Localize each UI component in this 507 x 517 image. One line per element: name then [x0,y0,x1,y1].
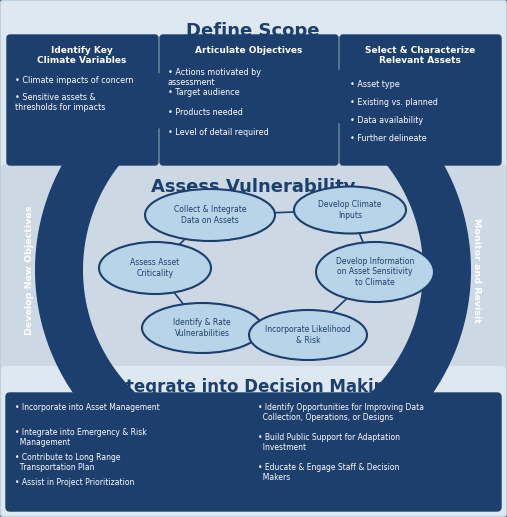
Text: • Educate & Engage Staff & Decision
  Makers: • Educate & Engage Staff & Decision Make… [258,463,400,482]
Text: Develop New Objectives: Develop New Objectives [25,205,34,334]
Polygon shape [198,64,224,99]
Text: • Further delineate: • Further delineate [350,134,426,143]
Ellipse shape [145,189,275,241]
FancyBboxPatch shape [340,35,501,165]
FancyBboxPatch shape [1,1,506,174]
Polygon shape [282,59,471,485]
Text: • Sensitive assets &
thresholds for impacts: • Sensitive assets & thresholds for impa… [15,93,105,112]
Ellipse shape [142,303,262,353]
Text: Develop Climate
Inputs: Develop Climate Inputs [318,200,382,220]
Text: • Incorporate into Asset Management: • Incorporate into Asset Management [15,403,160,412]
Text: • Asset type: • Asset type [350,80,400,89]
Text: • Integrate into Emergency & Risk
  Management: • Integrate into Emergency & Risk Manage… [15,428,147,447]
Text: Collect & Integrate
Data on Assets: Collect & Integrate Data on Assets [174,205,246,225]
Text: Identify Key
Climate Variables: Identify Key Climate Variables [38,46,127,65]
Text: • Target audience: • Target audience [168,88,240,97]
Text: Select & Characterize
Relevant Assets: Select & Characterize Relevant Assets [365,46,475,65]
Text: Monitor and Revisit: Monitor and Revisit [472,218,481,323]
Text: • Existing vs. planned: • Existing vs. planned [350,98,438,107]
Text: • Identify Opportunities for Improving Data
  Collection, Operations, or Designs: • Identify Opportunities for Improving D… [258,403,424,422]
Ellipse shape [294,187,406,234]
Text: • Climate impacts of concern: • Climate impacts of concern [15,76,133,85]
Ellipse shape [249,310,367,360]
Text: • Data availability: • Data availability [350,116,423,125]
Text: • Contribute to Long Range
  Transportation Plan: • Contribute to Long Range Transportatio… [15,453,121,473]
Polygon shape [284,444,309,480]
Text: Assess Vulnerability: Assess Vulnerability [151,178,355,196]
Text: Articulate Objectives: Articulate Objectives [195,46,303,55]
Ellipse shape [99,242,211,294]
Text: • Products needed: • Products needed [168,108,243,117]
Text: Integrate into Decision Making: Integrate into Decision Making [108,378,397,396]
Text: • Assist in Project Prioritization: • Assist in Project Prioritization [15,478,134,487]
Text: • Level of detail required: • Level of detail required [168,128,269,137]
FancyBboxPatch shape [1,164,506,375]
FancyBboxPatch shape [7,35,158,165]
Text: Define Scope: Define Scope [186,22,320,40]
Ellipse shape [316,242,434,302]
Text: Identify & Rate
Vulnerabilities: Identify & Rate Vulnerabilities [173,318,231,338]
Text: • Build Public Support for Adaptation
  Investment: • Build Public Support for Adaptation In… [258,433,400,452]
FancyBboxPatch shape [6,393,501,511]
Text: Incorporate Likelihood
& Risk: Incorporate Likelihood & Risk [265,325,351,345]
Text: Assess Asset
Criticality: Assess Asset Criticality [130,258,179,278]
FancyBboxPatch shape [160,35,338,165]
Text: • Actions motivated by
assessment: • Actions motivated by assessment [168,68,261,87]
Text: Develop Information
on Asset Sensitivity
to Climate: Develop Information on Asset Sensitivity… [336,257,414,287]
Polygon shape [35,59,224,485]
FancyBboxPatch shape [1,366,506,516]
